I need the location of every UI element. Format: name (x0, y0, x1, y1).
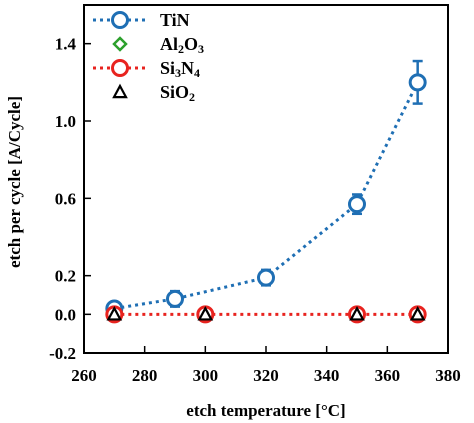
x-tick-label: 380 (435, 366, 461, 385)
legend-label: Al2O3 (160, 34, 204, 56)
series-si3n4 (105, 305, 427, 324)
data-point-sio2 (197, 306, 214, 321)
legend-text-part: TiN (160, 10, 190, 30)
series-tin (105, 59, 427, 318)
data-point-sio2 (409, 306, 426, 321)
legend-text-part: Al (160, 34, 178, 54)
y-tick-label: -0.2 (49, 344, 76, 363)
legend-label: TiN (160, 10, 190, 30)
y-axis: -0.2 0.0 0.2 0.6 1.0 1.4 (49, 35, 91, 363)
x-tick-label: 280 (132, 366, 158, 385)
legend-text-part: Si (160, 58, 175, 78)
data-point-sio2 (106, 306, 123, 321)
legend-subscript: 2 (178, 42, 184, 56)
legend-subscript: 4 (194, 66, 200, 80)
data-point-tin (348, 195, 366, 214)
x-tick-label: 320 (253, 366, 279, 385)
y-axis-title: etch per cycle [A/Cycle] (5, 96, 24, 268)
legend-item-si3n4: Si3N4 (93, 58, 200, 80)
y-tick-label: 1.0 (55, 112, 76, 131)
x-axis-title: etch temperature [°C] (186, 401, 345, 420)
y-tick-label: 0.2 (55, 267, 76, 286)
legend-marker (112, 36, 128, 52)
legend-marker (112, 83, 128, 99)
legend-marker (111, 11, 129, 29)
legend-text-part: O (184, 34, 198, 54)
legend-item-al2o3: Al2O3 (112, 34, 204, 56)
x-axis: 260 280 300 320 340 360 380 (71, 346, 461, 385)
legend-subscript: 2 (189, 90, 195, 104)
series-sio2 (106, 306, 426, 321)
data-point-tin (166, 289, 184, 308)
legend-label: Si3N4 (160, 58, 200, 80)
x-tick-label: 300 (193, 366, 219, 385)
data-point-tin (257, 268, 275, 287)
y-tick-label: 0.0 (55, 305, 76, 324)
data-point-tin (408, 73, 427, 92)
legend-item-sio2: SiO2 (112, 82, 195, 104)
x-tick-label: 260 (71, 366, 97, 385)
legend-subscript: 3 (198, 42, 204, 56)
legend-label: SiO2 (160, 82, 195, 104)
legend-text-part: SiO (160, 82, 189, 102)
x-tick-label: 360 (375, 366, 401, 385)
legend-item-tin: TiN (93, 10, 190, 30)
data-point-sio2 (349, 306, 365, 321)
legend-marker (111, 59, 129, 77)
legend-text-part: N (181, 58, 194, 78)
plot-area (105, 59, 427, 324)
series-al2o3 (106, 306, 426, 323)
x-tick-label: 340 (314, 366, 340, 385)
y-tick-label: 0.6 (55, 189, 76, 208)
plot-frame (83, 4, 449, 354)
legend-subscript: 3 (175, 66, 181, 80)
y-tick-label: 1.4 (55, 35, 77, 54)
